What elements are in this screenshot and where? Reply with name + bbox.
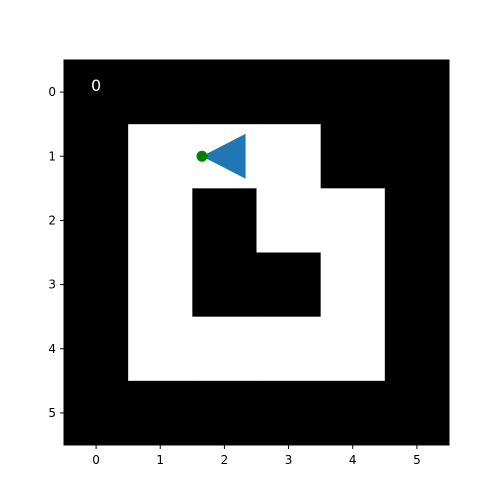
maze-grid xyxy=(64,60,450,446)
x-tick-label: 5 xyxy=(413,453,421,467)
x-tick-label: 4 xyxy=(349,453,357,467)
y-tick-label: 3 xyxy=(48,278,56,292)
wall-cell xyxy=(320,60,386,125)
floor-cell xyxy=(256,124,322,189)
wall-cell xyxy=(192,60,257,125)
wall-cell xyxy=(64,124,129,189)
step-counter: 0 xyxy=(91,76,101,95)
wall-cell xyxy=(384,60,450,125)
wall-cell xyxy=(128,60,193,125)
wall-cell xyxy=(320,380,386,446)
y-axis-ticks: 0 1 2 3 4 5 xyxy=(48,85,64,420)
y-tick-label: 4 xyxy=(48,342,56,356)
floor-cell xyxy=(128,252,193,318)
x-axis-ticks: 0 1 2 3 4 5 xyxy=(92,445,421,467)
x-tick-label: 1 xyxy=(156,453,164,467)
agent-direction-arrow-icon xyxy=(201,133,246,179)
wall-cell xyxy=(192,252,257,318)
floor-cell xyxy=(320,188,386,253)
wall-cell xyxy=(192,380,257,446)
agent xyxy=(196,133,246,179)
wall-cell xyxy=(64,380,129,446)
floor-cell xyxy=(320,316,386,382)
wall-cell xyxy=(256,380,322,446)
floor-cell xyxy=(256,316,322,382)
floor-cell xyxy=(128,124,193,189)
wall-cell xyxy=(384,316,450,382)
wall-cell xyxy=(64,60,129,125)
wall-cell xyxy=(64,316,129,382)
wall-cell xyxy=(384,252,450,318)
plot-frame xyxy=(63,59,450,446)
agent-position-dot xyxy=(196,150,208,162)
floor-cell xyxy=(192,316,257,382)
wall-cell xyxy=(320,124,386,189)
floor-cell xyxy=(128,188,193,253)
wall-cell xyxy=(128,380,193,446)
wall-cell xyxy=(64,252,129,318)
floor-cell xyxy=(256,188,322,253)
x-tick-label: 3 xyxy=(285,453,293,467)
wall-cell xyxy=(256,252,322,318)
y-tick-label: 1 xyxy=(48,149,56,163)
x-tick-label: 0 xyxy=(92,453,100,467)
x-tick-label: 2 xyxy=(221,453,229,467)
wall-cell xyxy=(256,60,322,125)
floor-cell xyxy=(128,316,193,382)
wall-cell xyxy=(384,124,450,189)
y-tick-label: 5 xyxy=(48,406,56,420)
y-tick-label: 0 xyxy=(48,85,56,99)
y-tick-label: 2 xyxy=(48,213,56,227)
wall-cell xyxy=(384,380,450,446)
wall-cell xyxy=(64,188,129,253)
wall-cell xyxy=(192,188,257,253)
floor-cell xyxy=(320,252,386,318)
wall-cell xyxy=(384,188,450,253)
